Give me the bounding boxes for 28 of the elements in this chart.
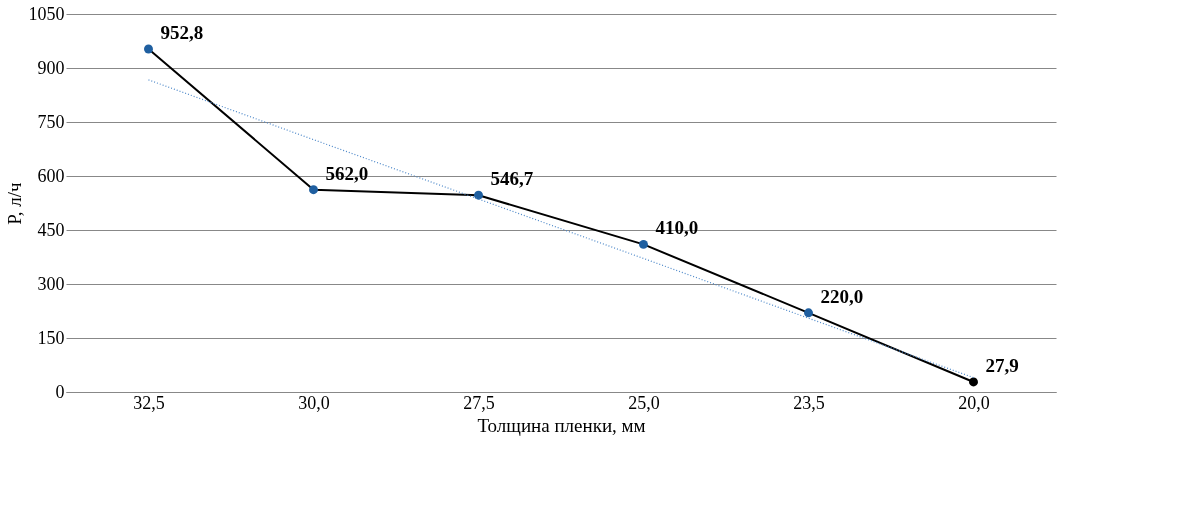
y-tick-label: 900 bbox=[37, 57, 65, 78]
y-tick-label: 750 bbox=[37, 111, 65, 132]
y-tick-label: 600 bbox=[37, 165, 65, 186]
y-axis-title: P, л/ч bbox=[3, 181, 25, 225]
point bbox=[804, 308, 813, 318]
point bbox=[639, 239, 648, 249]
point bbox=[474, 190, 483, 200]
data-label: 27,9 bbox=[985, 354, 1019, 376]
point bbox=[144, 44, 153, 54]
x-tick-label: 30,0 bbox=[298, 392, 330, 413]
point bbox=[969, 377, 978, 387]
y-tick-label: 1050 bbox=[28, 3, 65, 24]
y-tick-label: 150 bbox=[37, 327, 65, 348]
y-tick-label: 0 bbox=[55, 381, 65, 402]
x-tick-label: 23,5 bbox=[793, 392, 825, 413]
data-label: 952,8 bbox=[160, 21, 204, 43]
x-axis-title: Толщина пленки, мм bbox=[477, 414, 646, 436]
y-tick-label: 450 bbox=[37, 219, 65, 240]
x-tick-label: 27,5 bbox=[463, 392, 495, 413]
data-label: 220,0 bbox=[820, 285, 864, 307]
y-tick-label: 300 bbox=[37, 273, 65, 294]
x-tick-label: 25,0 bbox=[628, 392, 660, 413]
x-tick-label: 32,5 bbox=[133, 392, 165, 413]
x-tick-label: 20,0 bbox=[958, 392, 990, 413]
point bbox=[309, 185, 318, 195]
data-label: 546,7 bbox=[490, 168, 534, 190]
data-label: 410,0 bbox=[655, 217, 699, 239]
data-label: 562,0 bbox=[325, 162, 369, 184]
